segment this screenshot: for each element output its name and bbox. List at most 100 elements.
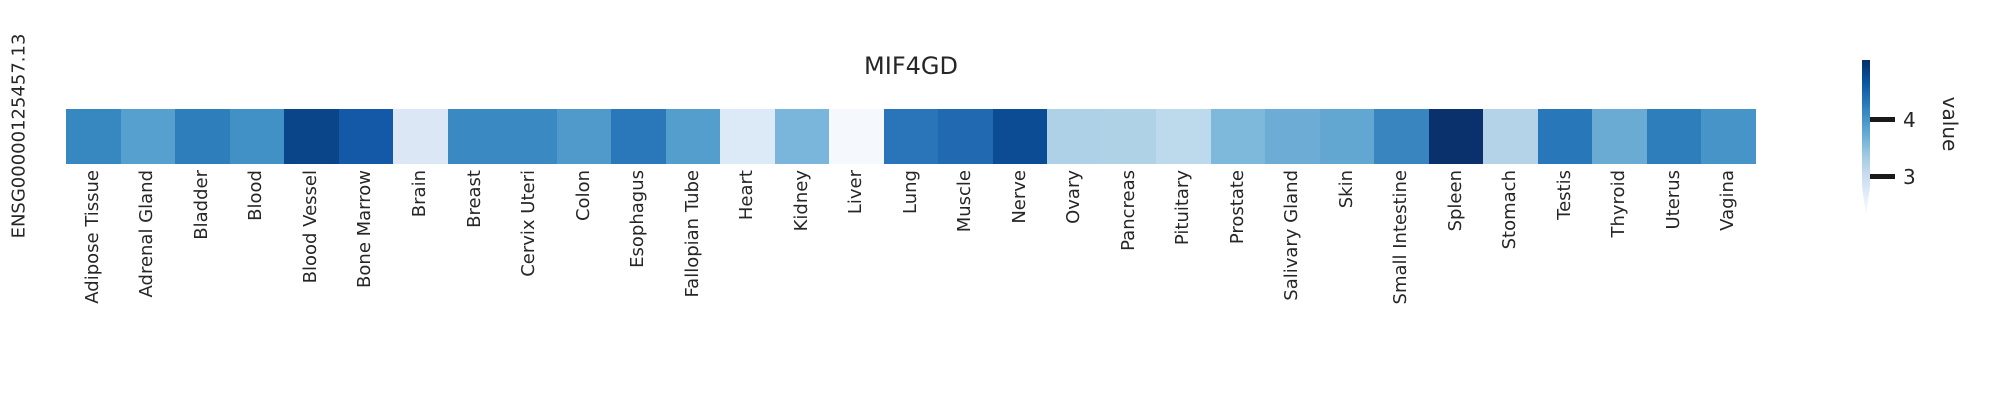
x-tick-label: Salivary Gland xyxy=(1281,170,1303,301)
heatmap-cell-lung xyxy=(883,109,939,164)
x-tick-label: Blood xyxy=(245,170,267,221)
y-axis-label: ENSG00000125457.13 xyxy=(8,33,30,239)
colorbar-tick-3 xyxy=(1870,174,1895,179)
heatmap-cell-adipose-tissue xyxy=(66,109,121,164)
heatmap-cell-pituitary xyxy=(1156,109,1211,164)
heatmap-cell-muscle xyxy=(938,109,993,164)
heatmap-cell-kidney xyxy=(774,109,830,164)
heatmap-cell-bone-marrow xyxy=(338,109,394,164)
heatmap-row xyxy=(66,109,1756,164)
heatmap-cell-ovary xyxy=(1047,109,1102,164)
x-tick-label: Colon xyxy=(572,170,594,222)
x-tick-label-wrap: Spleen xyxy=(1429,170,1484,231)
x-tick-label-wrap: Pituitary xyxy=(1156,170,1211,245)
x-tick-label: Adrenal Gland xyxy=(136,170,158,298)
x-tick-label: Thyroid xyxy=(1608,170,1630,238)
x-tick-label-wrap: Uterus xyxy=(1647,170,1702,230)
heatmap-cell-small-intestine xyxy=(1374,109,1429,164)
x-tick-label: Nerve xyxy=(1008,170,1030,224)
heatmap-cell-fallopian-tube xyxy=(665,109,721,164)
x-tick-label-wrap: Pancreas xyxy=(1102,170,1157,251)
heatmap-cell-brain xyxy=(393,109,448,164)
x-tick-label-wrap: Salivary Gland xyxy=(1265,170,1320,301)
x-tick-label: Heart xyxy=(736,170,758,221)
x-tick-label-wrap: Adrenal Gland xyxy=(121,170,176,297)
x-tick-label: Pancreas xyxy=(1117,170,1139,251)
x-tick-label: Brain xyxy=(409,170,430,218)
x-tick-label: Skin xyxy=(1335,170,1357,209)
x-tick-label: Vagina xyxy=(1717,170,1739,231)
heatmap-cell-vagina xyxy=(1701,109,1756,164)
x-tick-label-wrap: Prostate xyxy=(1211,170,1266,244)
heatmap-cell-blood xyxy=(229,109,285,164)
colorbar-tick-4 xyxy=(1870,117,1895,122)
x-tick-label-wrap: Skin xyxy=(1320,170,1375,208)
x-tick-label-wrap: Testis xyxy=(1538,170,1593,220)
x-tick-label: Liver xyxy=(845,170,867,215)
chart-title: MIF4GD xyxy=(864,52,958,80)
x-tick-label-wrap: Heart xyxy=(720,170,775,220)
heatmap-cell-uterus xyxy=(1646,109,1702,164)
heatmap-cell-adrenal-gland xyxy=(120,109,176,164)
heatmap-cell-bladder xyxy=(175,109,230,164)
x-tick-label-wrap: Adipose Tissue xyxy=(66,170,121,304)
heatmap-cell-breast xyxy=(447,109,503,164)
x-tick-label: Cervix Uteri xyxy=(518,170,540,277)
heatmap-cell-nerve xyxy=(992,109,1048,164)
colorbar-gradient xyxy=(1862,60,1870,216)
x-tick-label: Fallopian Tube xyxy=(681,170,703,298)
heatmap-cell-stomach xyxy=(1483,109,1538,164)
heatmap-cell-esophagus xyxy=(611,109,666,164)
x-tick-label-wrap: Esophagus xyxy=(611,170,666,268)
colorbar-tick-label-3: 3 xyxy=(1903,165,1916,189)
x-tick-label-wrap: Colon xyxy=(557,170,612,221)
heatmap-cell-thyroid xyxy=(1592,109,1647,164)
x-tick-label: Breast xyxy=(463,170,485,228)
x-axis-labels: Adipose Tissue Adrenal Gland Bladder Blood B… xyxy=(66,170,1756,304)
x-tick-label: Muscle xyxy=(954,170,976,233)
x-tick-label-wrap: Muscle xyxy=(938,170,993,232)
x-tick-label: Small Intestine xyxy=(1390,170,1412,305)
x-tick-label: Prostate xyxy=(1226,170,1248,245)
heatmap-cell-pancreas xyxy=(1101,109,1157,164)
x-tick-label: Testis xyxy=(1553,170,1575,220)
heatmap-cell-testis xyxy=(1537,109,1593,164)
x-tick-label-wrap: Bladder xyxy=(175,170,230,240)
x-tick-label-wrap: Small Intestine xyxy=(1374,170,1429,304)
x-tick-label-wrap: Fallopian Tube xyxy=(666,170,721,298)
heatmap-cell-skin xyxy=(1319,109,1375,164)
x-tick-label: Pituitary xyxy=(1172,170,1194,246)
x-tick-label: Spleen xyxy=(1444,170,1466,232)
x-tick-label: Bone Marrow xyxy=(354,170,376,288)
x-tick-label-wrap: Lung xyxy=(884,170,939,214)
x-tick-label-wrap: Brain xyxy=(393,170,448,217)
x-tick-label-wrap: Liver xyxy=(829,170,884,214)
heatmap-cell-heart xyxy=(720,109,775,164)
heatmap-cell-spleen xyxy=(1428,109,1484,164)
x-tick-label: Blood Vessel xyxy=(299,170,321,284)
x-tick-label-wrap: Cervix Uteri xyxy=(502,170,557,277)
x-tick-label-wrap: Blood xyxy=(230,170,285,221)
heatmap-cell-salivary-gland xyxy=(1265,109,1320,164)
x-tick-label: Uterus xyxy=(1662,170,1684,230)
x-tick-label-wrap: Stomach xyxy=(1483,170,1538,249)
x-tick-label-wrap: Ovary xyxy=(1047,170,1102,224)
x-tick-label: Kidney xyxy=(790,170,812,232)
colorbar-axis-label: value xyxy=(1938,96,1962,152)
colorbar-tick-label-4: 4 xyxy=(1903,108,1916,132)
heatmap-cell-cervix-uteri xyxy=(502,109,557,164)
heatmap-cell-colon xyxy=(556,109,612,164)
x-tick-label-wrap: Breast xyxy=(448,170,503,228)
x-tick-label: Lung xyxy=(899,170,921,214)
x-tick-label: Adipose Tissue xyxy=(81,170,103,304)
heatmap-cell-blood-vessel xyxy=(284,109,339,164)
x-tick-label-wrap: Vagina xyxy=(1701,170,1756,231)
x-tick-label: Esophagus xyxy=(627,170,649,268)
x-tick-label: Stomach xyxy=(1499,170,1521,250)
x-tick-label-wrap: Thyroid xyxy=(1592,170,1647,238)
heatmap-cell-prostate xyxy=(1210,109,1266,164)
x-tick-label: Bladder xyxy=(190,170,212,240)
x-tick-label-wrap: Bone Marrow xyxy=(339,170,394,288)
x-tick-label-wrap: Nerve xyxy=(993,170,1048,224)
